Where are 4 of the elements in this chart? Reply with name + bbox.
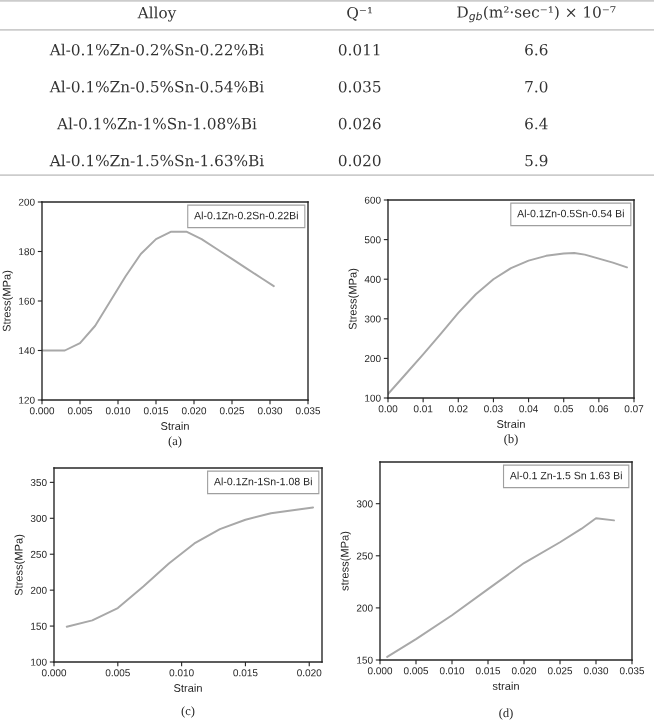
line-series <box>65 506 315 628</box>
line-series <box>42 230 275 352</box>
line-series <box>388 252 628 396</box>
line-series <box>386 517 615 658</box>
